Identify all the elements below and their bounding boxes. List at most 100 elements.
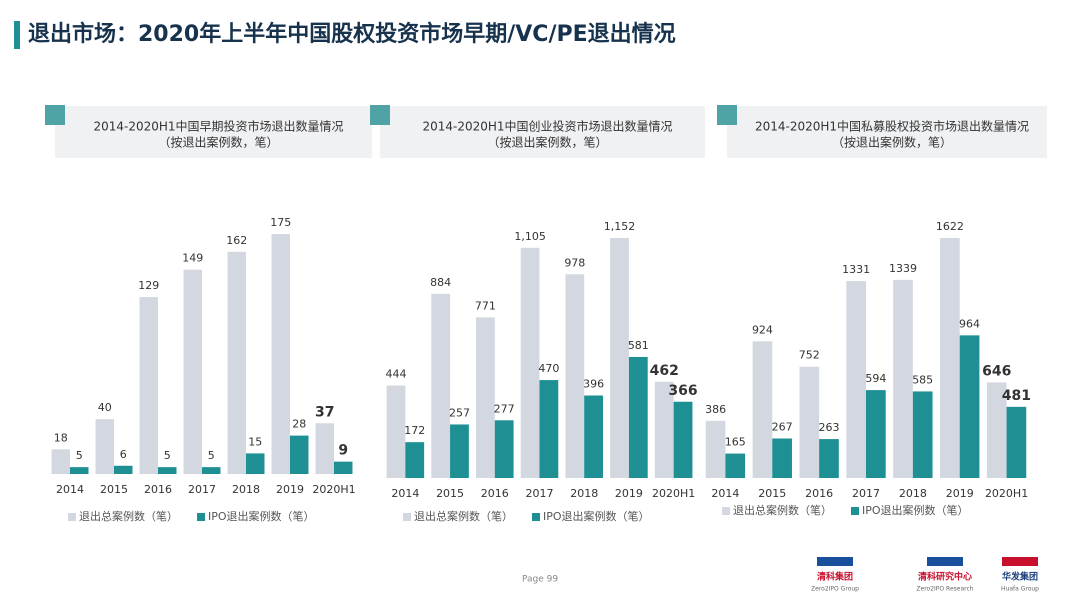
bar [51, 449, 70, 474]
panel-accent [717, 105, 737, 125]
value-label: 366 [668, 383, 697, 399]
value-label: 470 [538, 362, 559, 375]
bar [912, 391, 933, 478]
x-tick-label: 2016 [805, 487, 833, 500]
value-label: 585 [912, 373, 933, 386]
legend-label: IPO退出案例数（笔） [543, 509, 650, 523]
legend-label: 退出总案例数（笔） [733, 503, 832, 517]
value-label: 444 [385, 368, 406, 381]
value-label: 267 [772, 420, 793, 433]
bar [405, 442, 425, 478]
value-label: 462 [650, 363, 679, 379]
value-label: 5 [76, 449, 83, 462]
bar [565, 274, 585, 478]
bar [799, 366, 820, 478]
value-label: 172 [404, 424, 425, 437]
legend-swatch [722, 507, 730, 515]
panel-accent [45, 105, 65, 125]
x-tick-label: 2017 [852, 487, 880, 500]
slide-title: 退出市场：2020年上半年中国股权投资市场早期/VC/PE退出情况 [28, 21, 676, 47]
panel-title: 2014-2020H1中国私募股权投资市场退出数量情况 [755, 119, 1029, 134]
value-label: 129 [138, 279, 159, 292]
logo-sub: Zero2IPO Research [916, 586, 973, 593]
bar [752, 341, 773, 478]
x-tick-label: 2014 [711, 487, 739, 500]
value-label: 165 [725, 436, 746, 449]
bar [315, 423, 334, 474]
bar [893, 279, 913, 478]
x-tick-label: 2020H1 [985, 487, 1028, 500]
x-tick-label: 2019 [946, 487, 974, 500]
bar [846, 281, 866, 478]
panel-title: 2014-2020H1中国创业投资市场退出数量情况 [422, 119, 672, 134]
bar [819, 439, 839, 478]
bar [866, 390, 886, 478]
bar [334, 461, 353, 474]
x-tick-label: 2020H1 [312, 483, 355, 496]
bar [628, 356, 648, 478]
value-label: 277 [494, 402, 515, 415]
panel-subtitle: （按退出案例数，笔） [832, 135, 952, 150]
bar [271, 234, 290, 474]
value-label: 37 [315, 404, 334, 420]
bar [431, 293, 451, 478]
bar [227, 251, 246, 474]
value-label: 1622 [936, 220, 964, 233]
value-label: 978 [564, 256, 585, 269]
value-label: 581 [628, 339, 649, 352]
logo-mark [817, 557, 853, 566]
bar [139, 297, 158, 474]
x-tick-label: 2016 [481, 487, 509, 500]
bar [986, 382, 1007, 478]
value-label: 5 [164, 449, 171, 462]
value-label: 257 [449, 406, 470, 419]
value-label: 924 [752, 323, 773, 336]
value-label: 884 [430, 276, 451, 289]
x-tick-label: 2016 [144, 483, 172, 496]
legend-swatch [403, 513, 411, 521]
page-number: Page 99 [522, 575, 558, 585]
legend-label: IPO退出案例数（笔） [862, 503, 969, 517]
bar [1006, 406, 1027, 478]
x-tick-label: 2017 [526, 487, 554, 500]
logo-name: 清科集团 [817, 571, 853, 583]
x-tick-label: 2018 [232, 483, 260, 496]
value-label: 964 [959, 317, 980, 330]
bar [673, 401, 693, 478]
bar [725, 453, 746, 478]
value-label: 771 [475, 299, 496, 312]
bar [246, 453, 265, 474]
value-label: 40 [98, 401, 112, 414]
value-label: 481 [1002, 388, 1031, 404]
bar [520, 247, 540, 478]
panel-header [727, 106, 1047, 158]
value-label: 6 [120, 448, 127, 461]
value-label: 386 [705, 403, 726, 416]
value-label: 263 [818, 421, 839, 434]
bar [450, 424, 469, 478]
value-label: 15 [248, 435, 262, 448]
bar [476, 317, 495, 478]
x-tick-label: 2015 [436, 487, 464, 500]
value-label: 9 [338, 443, 348, 459]
legend-label: 退出总案例数（笔） [414, 509, 513, 523]
legend-label: 退出总案例数（笔） [79, 509, 178, 523]
logo-mark [1002, 557, 1038, 566]
panel-subtitle: （按退出案例数，笔） [158, 135, 278, 150]
x-tick-label: 2015 [758, 487, 786, 500]
logo-name: 华发集团 [1002, 571, 1038, 583]
value-label: 396 [583, 378, 604, 391]
panel-title: 2014-2020H1中国早期投资市场退出数量情况 [93, 119, 343, 134]
bar [183, 269, 202, 474]
bar [494, 420, 514, 478]
panel-subtitle: （按退出案例数，笔） [487, 135, 607, 150]
value-label: 149 [182, 252, 203, 265]
bar [584, 395, 603, 478]
bar [539, 380, 559, 478]
panel-accent [370, 105, 390, 125]
bar [959, 335, 980, 478]
x-tick-label: 2019 [276, 483, 304, 496]
legend-swatch [851, 507, 859, 515]
panel-header [55, 106, 372, 158]
